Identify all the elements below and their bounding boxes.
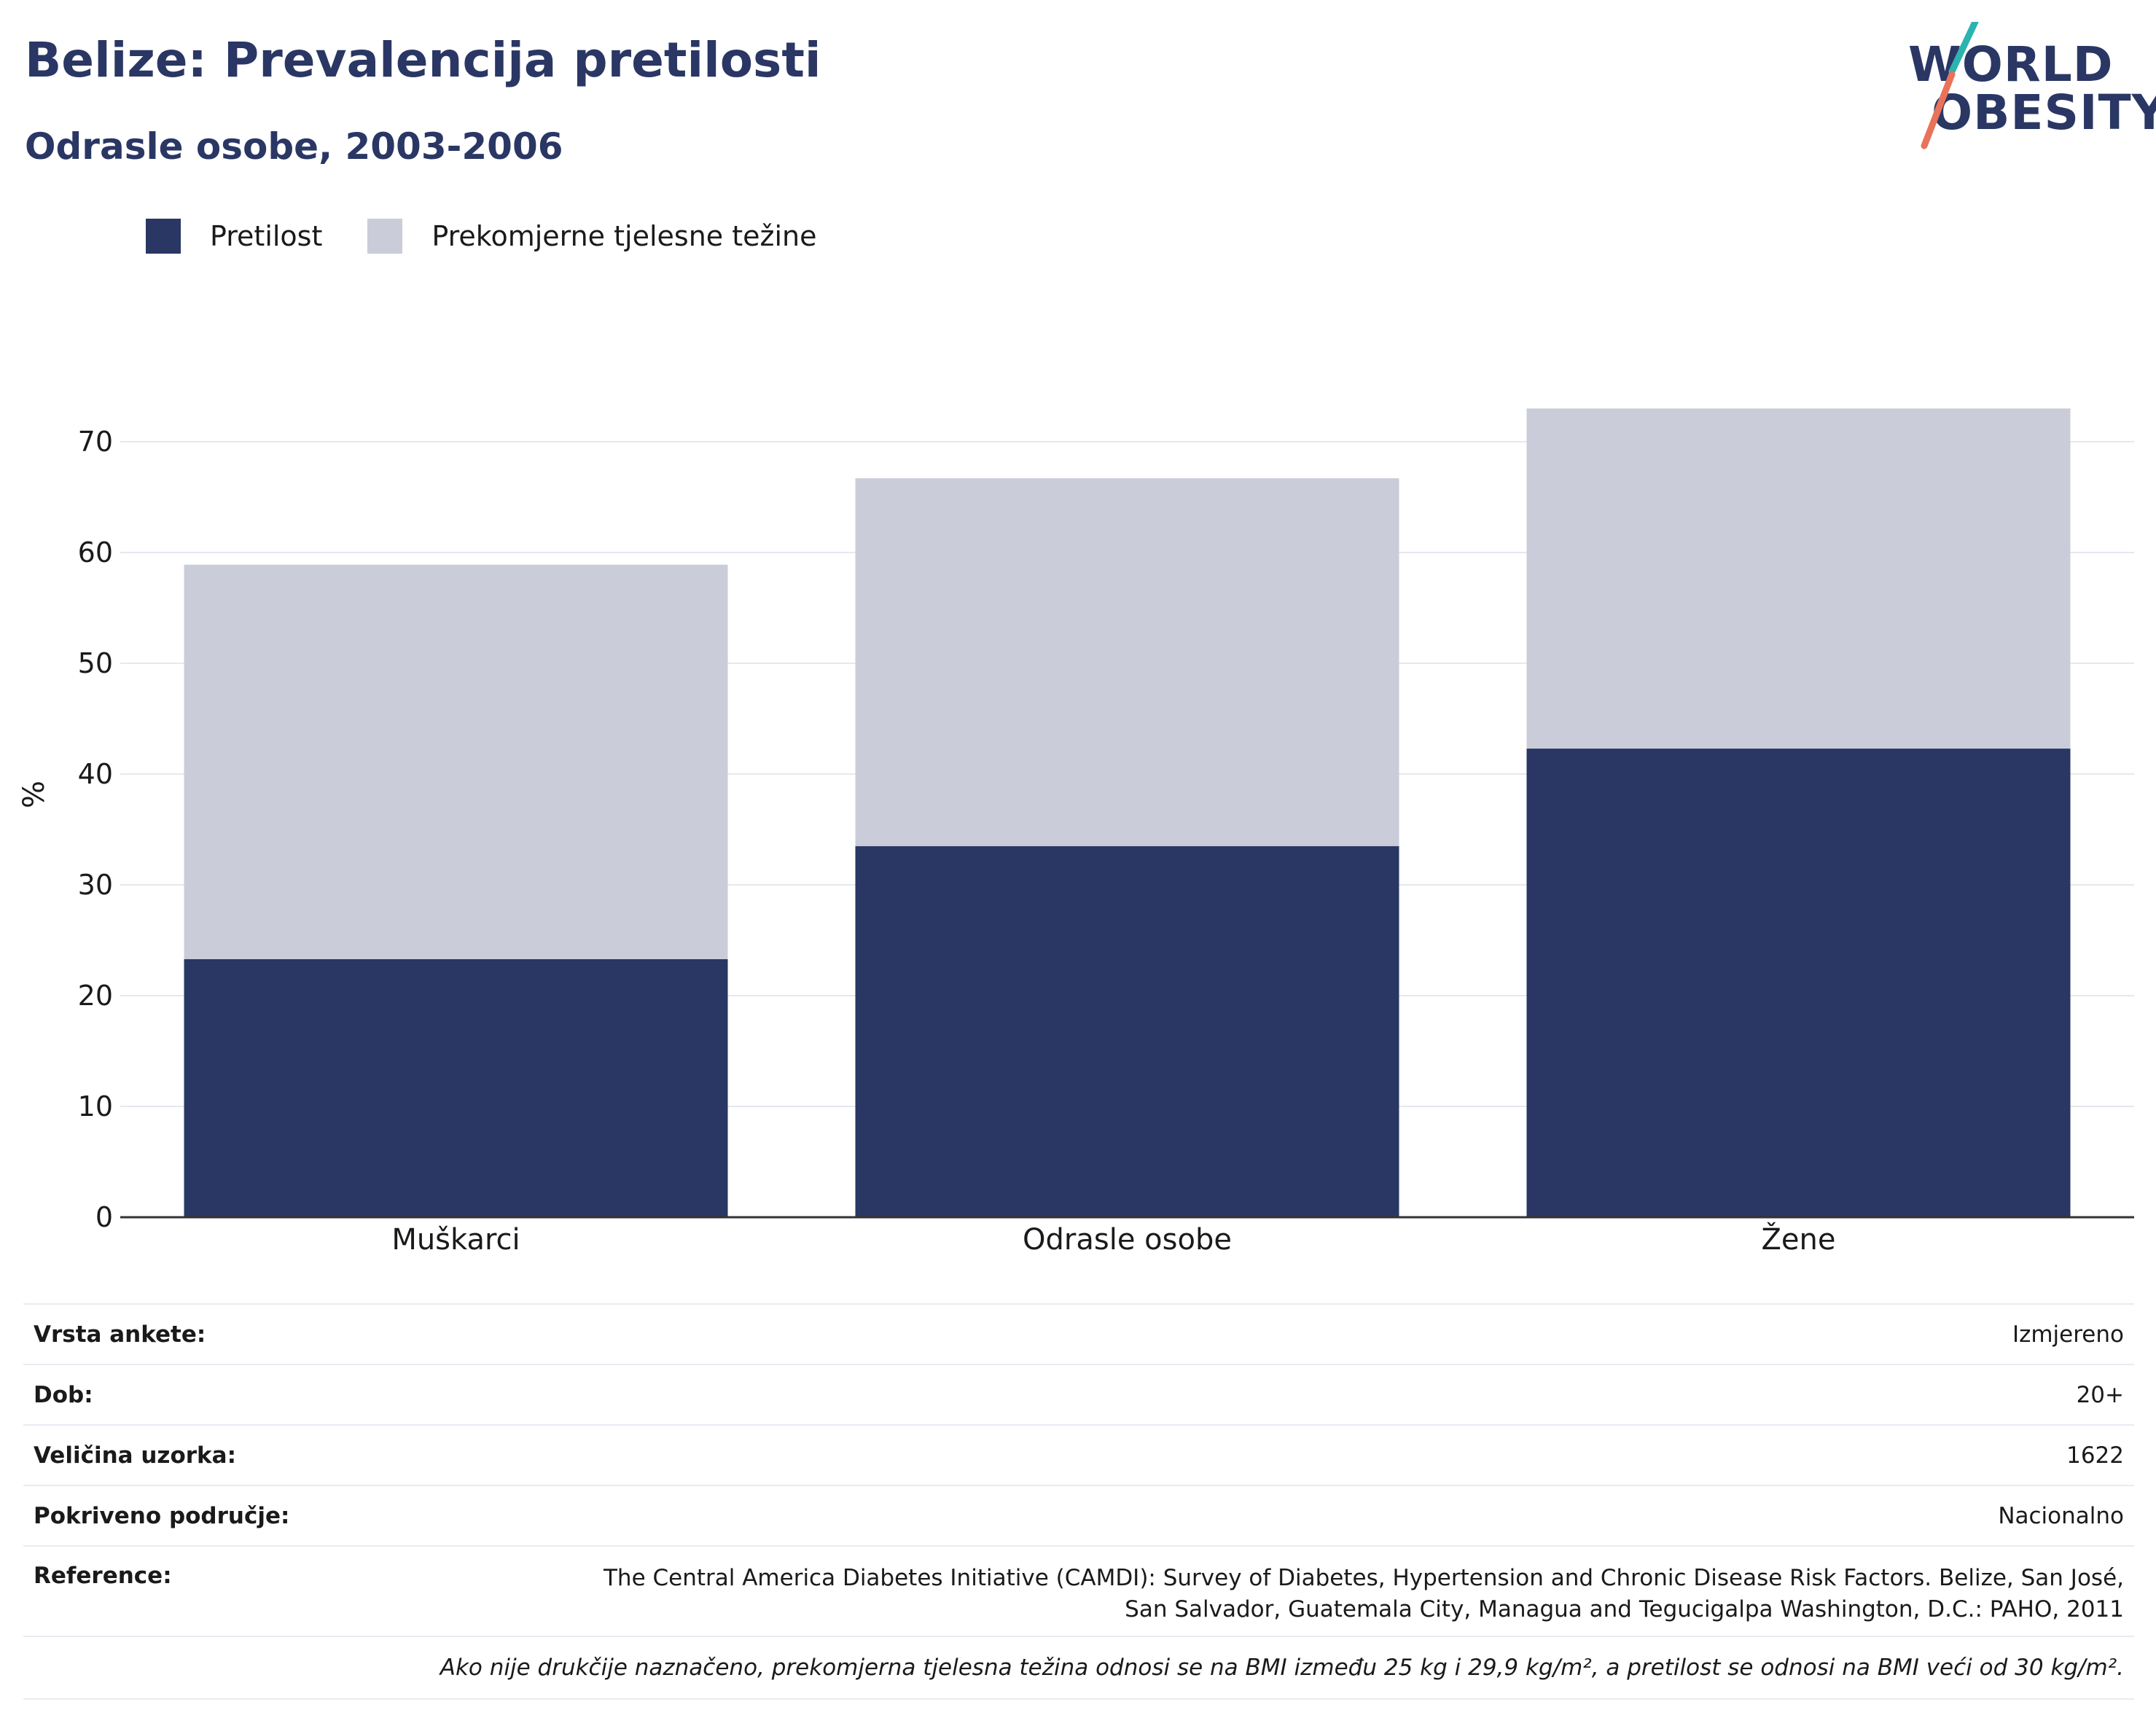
info-row-survey-type: Vrsta ankete: Izmjereno: [23, 1303, 2134, 1364]
legend-swatch-obesity: [146, 219, 181, 254]
logo-line-1: WORLD: [1908, 36, 2114, 93]
info-label: Vrsta ankete:: [34, 1321, 206, 1348]
y-tick-label: 70: [78, 426, 113, 458]
info-value: Nacionalno: [1998, 1502, 2124, 1529]
info-value: The Central America Diabetes Initiative …: [448, 1563, 2124, 1625]
info-label: Reference:: [34, 1563, 172, 1589]
info-row-reference: Reference: The Central America Diabetes …: [23, 1545, 2134, 1636]
info-row-coverage: Pokriveno područje: Nacionalno: [23, 1485, 2134, 1545]
reference-line-1: The Central America Diabetes Initiative …: [603, 1565, 2124, 1591]
bar-overweight[interactable]: [184, 564, 728, 959]
legend-label-overweight: Prekomjerne tjelesne težine: [431, 220, 817, 252]
logo-slash-icon: [1921, 22, 1979, 149]
x-category-label: Žene: [1762, 1222, 1836, 1257]
legend-label-obesity: Pretilost: [210, 220, 323, 252]
legend-item-overweight[interactable]: Prekomjerne tjelesne težine: [367, 219, 817, 254]
bar-chart: 0 10 20 30 40 50 60 70 Muškarci Odrasle osobe Žen…: [17, 408, 2134, 1257]
survey-info-table: Vrsta ankete: Izmjereno Dob: 20+ Veličin…: [23, 1303, 2134, 1700]
bar-obesity[interactable]: [184, 958, 728, 1217]
y-tick-label: 0: [95, 1201, 113, 1233]
y-tick-label: 20: [78, 980, 113, 1012]
x-axis-categories: Muškarci Odrasle osobe Žene: [391, 1222, 1835, 1257]
info-label: Veličina uzorka:: [34, 1442, 236, 1469]
y-axis-label: %: [17, 781, 51, 808]
x-category-label: Muškarci: [391, 1223, 520, 1257]
y-tick-label: 60: [78, 536, 113, 569]
info-value: Izmjereno: [2012, 1321, 2124, 1348]
y-tick-label: 40: [78, 758, 113, 790]
info-row-sample-size: Veličina uzorka: 1622: [23, 1424, 2134, 1485]
chart-bars: [184, 408, 2071, 1217]
info-label: Pokriveno područje:: [34, 1502, 290, 1529]
info-row-age: Dob: 20+: [23, 1364, 2134, 1424]
info-label: Dob:: [34, 1381, 93, 1408]
y-tick-label: 50: [78, 647, 113, 679]
bar-overweight[interactable]: [855, 478, 1399, 846]
x-category-label: Odrasle osobe: [1023, 1223, 1232, 1257]
logo-slash-teal: [1948, 22, 1979, 75]
legend-item-obesity[interactable]: Pretilost: [146, 219, 322, 254]
page-subtitle: Odrasle osobe, 2003-2006: [25, 125, 563, 168]
world-obesity-logo: WORLD OBESITY: [1895, 22, 2156, 153]
reference-line-2: San Salvador, Guatemala City, Managua an…: [1125, 1596, 2124, 1622]
bar-obesity[interactable]: [1526, 749, 2071, 1217]
y-axis-ticks: 0 10 20 30 40 50 60 70: [78, 426, 113, 1233]
footnote: Ako nije drukčije naznačeno, prekomjerna…: [23, 1636, 2134, 1700]
page-title: Belize: Prevalencija pretilosti: [25, 32, 821, 88]
y-tick-label: 10: [78, 1090, 113, 1122]
info-value: 20+: [2076, 1381, 2124, 1408]
bar-overweight[interactable]: [1526, 408, 2071, 749]
logo-slash-coral: [1921, 71, 1956, 149]
bar-obesity[interactable]: [855, 845, 1399, 1217]
y-tick-label: 30: [78, 869, 113, 901]
info-value: 1622: [2066, 1442, 2124, 1469]
legend-swatch-overweight: [367, 219, 403, 254]
chart-legend: Pretilost Prekomjerne tjelesne težine: [146, 219, 862, 254]
logo-line-2: OBESITY: [1932, 85, 2156, 141]
